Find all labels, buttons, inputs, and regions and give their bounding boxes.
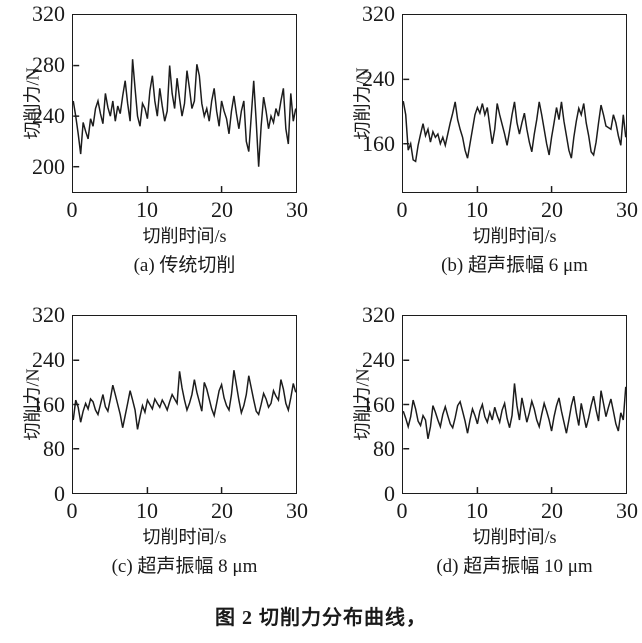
x-axis-label: 切削时间/s xyxy=(142,226,227,246)
x-tick-label: 20 xyxy=(541,197,563,222)
y-tick-label: 240 xyxy=(32,103,65,129)
x-tick-label: 20 xyxy=(211,498,233,523)
subplot-caption: (a) 传统切削 xyxy=(133,255,236,276)
y-tick-label: 0 xyxy=(384,481,395,506)
y-tick-label: 320 xyxy=(362,302,395,327)
x-axis-label: 切削时间/s xyxy=(142,527,227,547)
line-plot xyxy=(403,78,626,192)
line-plot xyxy=(403,359,626,493)
y-tick-label: 320 xyxy=(32,302,65,327)
x-tick-label: 10 xyxy=(136,197,158,222)
x-axis-label: 切削时间/s xyxy=(472,527,557,547)
x-tick-label: 30 xyxy=(616,498,638,523)
x-tick-label: 10 xyxy=(466,197,488,222)
y-axis-label: 切削力/N xyxy=(352,67,373,140)
x-tick-label: 0 xyxy=(396,498,408,523)
y-tick-label: 160 xyxy=(362,131,395,157)
y-tick-label: 160 xyxy=(32,391,65,417)
x-tick-label: 20 xyxy=(211,197,233,222)
plot-area xyxy=(402,315,627,494)
plot-area xyxy=(72,315,297,494)
x-tick-label: 0 xyxy=(66,498,78,523)
series-line xyxy=(73,370,296,430)
line-plot xyxy=(73,359,296,493)
subplot-caption: (d) 超声振幅 10 μm xyxy=(436,556,593,577)
y-tick-label: 200 xyxy=(32,154,65,180)
x-axis-label: 切削时间/s xyxy=(472,226,557,246)
x-tick-label: 0 xyxy=(396,197,408,222)
x-tick-label: 10 xyxy=(466,498,488,523)
y-tick-label: 320 xyxy=(362,1,395,26)
y-tick-label: 80 xyxy=(373,436,395,462)
x-tick-label: 20 xyxy=(541,498,563,523)
subplot-c: 切削力/N 切削时间/s (c) 超声振幅 8 μm 0 80 160 240 320 0… xyxy=(0,301,321,601)
y-tick-label: 0 xyxy=(54,481,65,506)
series-line xyxy=(73,59,296,167)
x-tick-label: 0 xyxy=(66,197,78,222)
y-tick-label: 320 xyxy=(32,1,65,26)
y-tick-label: 80 xyxy=(43,436,65,462)
subplot-a: 切削力/N 切削时间/s (a) 传统切削 200 240 280 320 0 10 20 3… xyxy=(0,0,321,300)
x-tick-label: 10 xyxy=(136,498,158,523)
plot-area xyxy=(72,14,297,193)
series-line xyxy=(403,100,626,163)
x-tick-label: 30 xyxy=(286,498,308,523)
y-tick-label: 160 xyxy=(362,391,395,417)
subplot-d: 切削力/N 切削时间/s (d) 超声振幅 10 μm 0 80 160 240 320… xyxy=(321,301,642,601)
x-tick-label: 30 xyxy=(616,197,638,222)
series-line xyxy=(403,383,626,439)
line-plot xyxy=(73,59,296,192)
subplot-b: 切削力/N 切削时间/s (b) 超声振幅 6 μm 160 240 320 0 10 2… xyxy=(321,0,642,300)
y-tick-label: 240 xyxy=(362,346,395,372)
y-tick-label: 240 xyxy=(362,66,395,92)
y-tick-label: 240 xyxy=(32,346,65,372)
plot-area xyxy=(402,14,627,193)
figure-caption: 图 2 切削力分布曲线， xyxy=(215,607,427,629)
y-tick-label: 280 xyxy=(32,52,65,78)
x-tick-label: 30 xyxy=(286,197,308,222)
subplot-caption: (c) 超声振幅 8 μm xyxy=(111,556,258,577)
subplot-caption: (b) 超声振幅 6 μm xyxy=(441,255,588,276)
